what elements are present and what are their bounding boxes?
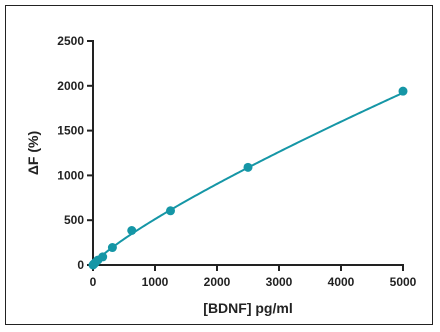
tick-labels: 0 500 1000 1500 2000 2500 0 1000 2000 3000 4000 500…	[57, 34, 416, 289]
data-point	[243, 162, 253, 172]
x-tick-label: 0	[90, 275, 97, 289]
x-tick-label: 5000	[390, 275, 417, 289]
y-tick-label: 1000	[57, 168, 84, 182]
data-point	[127, 226, 137, 236]
y-axis-title: ΔF (%)	[25, 131, 41, 175]
data-points	[88, 86, 408, 270]
fit-curve	[92, 91, 404, 266]
y-tick-label: 0	[77, 258, 84, 272]
data-point	[98, 252, 108, 262]
x-tick-label: 3000	[266, 275, 293, 289]
data-point	[398, 86, 408, 96]
x-tick-label: 1000	[142, 275, 169, 289]
y-tick-label: 2500	[57, 34, 84, 48]
data-point	[107, 243, 117, 253]
x-tick-label: 4000	[328, 275, 355, 289]
chart-frame	[5, 5, 433, 325]
data-point	[166, 206, 175, 216]
ticks	[87, 40, 404, 271]
y-tick-label: 2000	[57, 79, 84, 93]
axes	[92, 40, 404, 266]
y-tick-label: 1500	[57, 124, 84, 138]
x-tick-label: 2000	[204, 275, 231, 289]
x-axis-title: [BDNF] pg/ml	[203, 300, 292, 316]
y-tick-label: 500	[64, 213, 84, 227]
